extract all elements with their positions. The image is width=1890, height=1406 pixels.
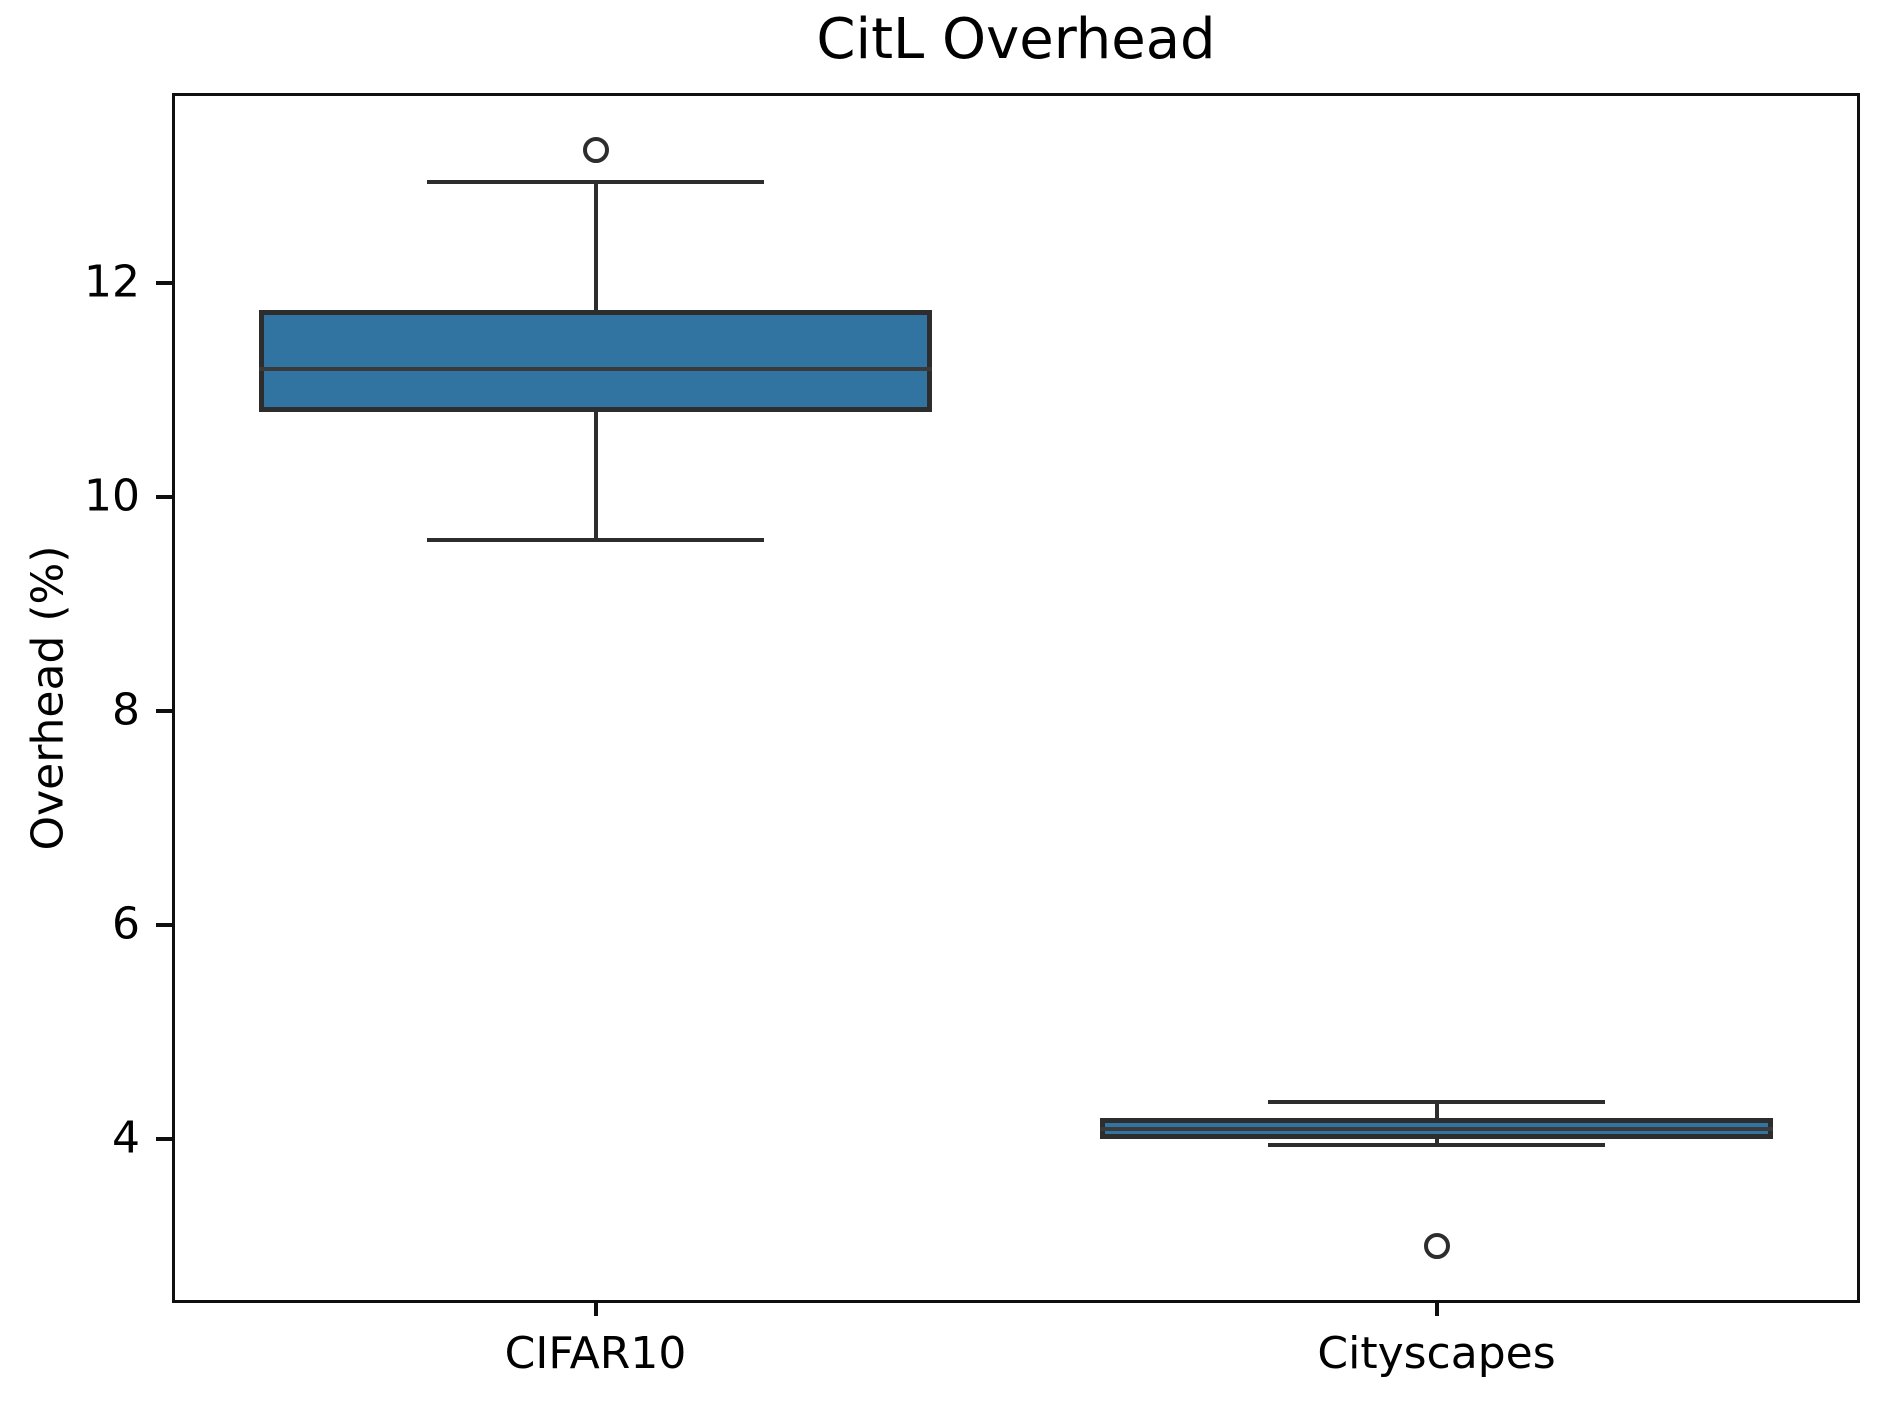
- y-tick-mark: [156, 923, 172, 928]
- y-tick-label: 8: [112, 684, 140, 736]
- whisker-upper: [593, 181, 598, 311]
- y-tick-mark: [156, 281, 172, 286]
- y-tick-label: 10: [84, 470, 140, 522]
- whisker-cap-lower: [427, 538, 764, 543]
- box-cifar10: [259, 310, 932, 412]
- plot-canvas: 4 6 8 10 12 CIFAR10 Cityscapes: [84, 96, 1857, 1379]
- x-tick-mark: [1434, 1300, 1439, 1316]
- y-axis-label: Overhead (%): [22, 545, 74, 851]
- whisker-lower: [593, 411, 598, 541]
- outlier-point: [1423, 1233, 1450, 1260]
- outlier-point: [582, 136, 609, 163]
- y-tick-mark: [156, 495, 172, 500]
- median-line: [259, 366, 932, 371]
- whisker-cap-lower: [1268, 1142, 1605, 1147]
- whisker-upper: [1434, 1102, 1439, 1119]
- y-tick-mark: [156, 1137, 172, 1142]
- x-tick-label: CIFAR10: [504, 1328, 687, 1379]
- y-tick-label: 12: [84, 256, 140, 308]
- x-tick-label: Cityscapes: [1317, 1328, 1556, 1379]
- y-tick-label: 6: [112, 898, 140, 950]
- whisker-lower: [1434, 1139, 1439, 1145]
- whisker-cap-upper: [1268, 1100, 1605, 1104]
- plot-area: 4 6 8 10 12 CIFAR10 Cityscapes: [84, 93, 1860, 1379]
- y-tick-label: 4: [112, 1112, 140, 1164]
- y-tick-mark: [156, 709, 172, 714]
- whisker-cap-upper: [427, 179, 764, 184]
- median-line: [1100, 1126, 1773, 1131]
- chart-title: CitL Overhead: [816, 7, 1216, 72]
- x-tick-mark: [593, 1300, 598, 1316]
